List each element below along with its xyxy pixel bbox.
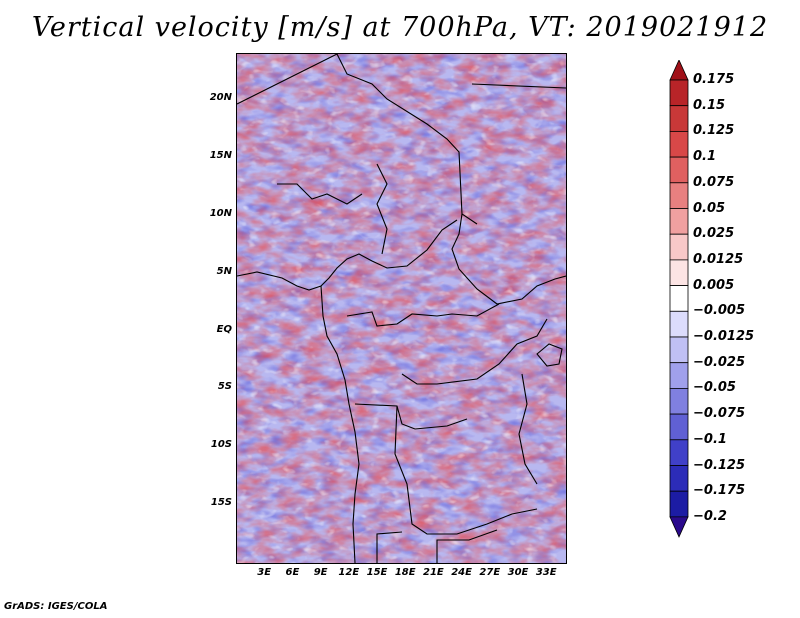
colorbar-swatch xyxy=(669,336,689,364)
colorbar-top-arrow xyxy=(669,60,689,81)
colorbar-swatch xyxy=(669,310,689,338)
lake-victoria xyxy=(536,343,563,367)
colorbar-swatch xyxy=(669,156,689,184)
colorbar-label: −0.075 xyxy=(693,406,746,422)
colorbar-swatch xyxy=(669,259,689,286)
lon-label: 24E xyxy=(451,567,472,578)
lat-label: 10N xyxy=(209,207,232,219)
colorbar-label: 0.075 xyxy=(693,174,735,190)
lon-label: 33E xyxy=(535,567,557,578)
lat-label: 15S xyxy=(210,497,232,509)
border-lake-tanganyika xyxy=(518,373,538,485)
lon-label: 15E xyxy=(366,567,388,578)
lon-label: 30E xyxy=(507,567,529,578)
colorbar-swatch xyxy=(669,285,689,312)
border-northeast xyxy=(471,83,566,89)
map-frame xyxy=(236,53,567,564)
colorbar-scale xyxy=(669,60,689,538)
colorbar-swatch xyxy=(669,465,689,492)
lon-label: 3E xyxy=(257,567,272,578)
colorbar-label: −0.175 xyxy=(693,483,746,499)
lat-label: 5S xyxy=(217,381,232,393)
colorbar-label: −0.0125 xyxy=(693,329,755,344)
colorbar-label: 0.0125 xyxy=(693,251,744,267)
field-contour-layer xyxy=(237,54,566,563)
coastline-atlantic xyxy=(320,285,360,563)
border-northwest xyxy=(237,54,338,105)
colorbar-label: 0.005 xyxy=(693,277,735,293)
colorbar-label: 0.025 xyxy=(693,226,735,242)
lat-label: 5N xyxy=(216,265,232,277)
lat-label: 20N xyxy=(209,92,232,104)
colorbar-swatch xyxy=(669,362,689,389)
colorbar-swatch xyxy=(669,387,689,415)
lon-label: 6E xyxy=(285,567,300,578)
grads-credit: GrADS: IGES/COLA xyxy=(4,601,108,612)
country-borders xyxy=(237,54,566,563)
border-sahel xyxy=(277,183,363,205)
coastline-west-africa xyxy=(237,219,458,291)
lon-label: 9E xyxy=(313,567,328,578)
colorbar-label: 0.175 xyxy=(693,72,735,87)
colorbar-swatch xyxy=(669,79,689,107)
border-north xyxy=(336,54,478,225)
lon-label: 12E xyxy=(338,567,360,578)
border-cameroon-car xyxy=(346,303,500,327)
colorbar-label: 0.05 xyxy=(693,200,726,216)
colorbar-label: −0.005 xyxy=(693,303,746,319)
colorbar-label: 0.125 xyxy=(693,123,735,139)
border-central-north xyxy=(451,213,566,305)
lon-label: 27E xyxy=(479,567,501,578)
colorbar-bottom-arrow xyxy=(669,516,689,538)
border-drc-north xyxy=(401,318,548,385)
colorbar-swatch xyxy=(669,490,689,518)
colorbar-label: −0.025 xyxy=(693,354,746,370)
colorbar-label: 0.1 xyxy=(693,149,717,165)
colorbar-label: −0.125 xyxy=(693,457,746,473)
lon-label: 21E xyxy=(423,567,444,578)
lat-label: 15N xyxy=(209,150,232,162)
colorbar-label: −0.1 xyxy=(693,431,727,447)
colorbar-swatch xyxy=(669,105,689,132)
lon-label: 18E xyxy=(394,567,416,578)
lat-label: EQ xyxy=(216,323,232,335)
colorbar-swatch xyxy=(669,233,689,261)
colorbar-swatch xyxy=(669,182,689,209)
lat-label: 10S xyxy=(210,439,232,451)
border-lake-chad xyxy=(376,163,388,255)
colorbar-label: 0.15 xyxy=(693,97,726,113)
colorbar-swatch xyxy=(669,439,689,466)
map-title: Vertical velocity [m/s] at 700hPa, VT: 2… xyxy=(31,12,769,43)
border-botswana xyxy=(436,529,498,563)
border-angola-east xyxy=(394,405,538,535)
colorbar-swatch xyxy=(669,413,689,441)
colorbar-label: −0.2 xyxy=(693,508,727,524)
colorbar-swatch xyxy=(669,208,689,235)
border-namibia xyxy=(376,531,403,563)
colorbar-swatch xyxy=(669,131,689,158)
velocity-field xyxy=(237,54,566,563)
border-angola-north xyxy=(354,403,468,430)
colorbar-label: −0.05 xyxy=(693,380,736,396)
